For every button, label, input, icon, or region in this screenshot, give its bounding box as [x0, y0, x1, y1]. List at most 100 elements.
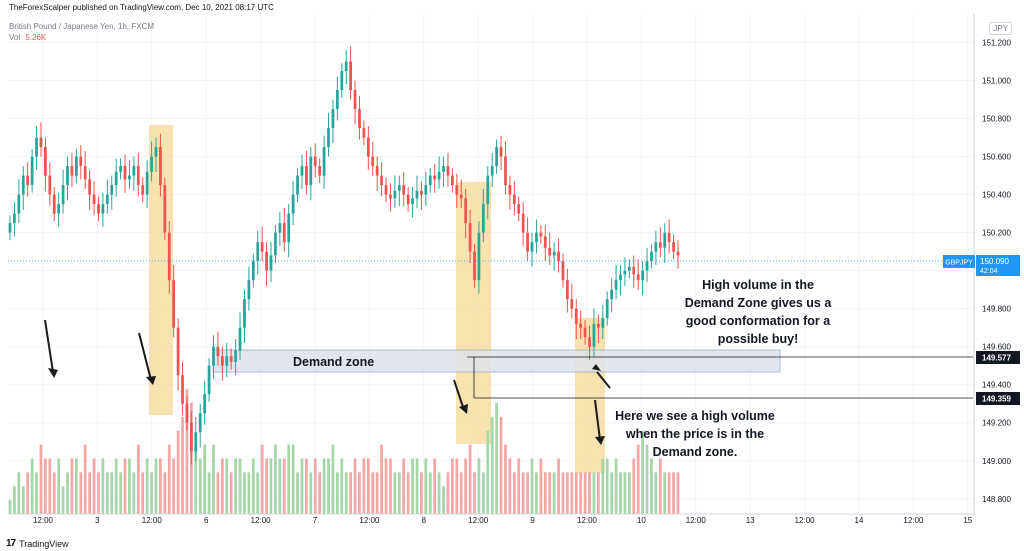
candle-body [296, 175, 299, 195]
candle-body [384, 185, 388, 195]
volume-bar [340, 458, 344, 514]
volume-bar [251, 458, 255, 514]
candle-body [35, 137, 38, 157]
candle-body [110, 185, 114, 195]
volume-bar [30, 458, 34, 514]
volume-bar [207, 472, 211, 514]
volume-bar [654, 472, 658, 514]
candle-body [433, 175, 437, 180]
volume-bar [61, 486, 65, 514]
candle-body [406, 194, 410, 205]
candle-body [8, 223, 12, 233]
volume-bar [313, 458, 317, 514]
candle-body [163, 185, 167, 233]
last-price-tag [943, 255, 975, 268]
candle-body [654, 242, 658, 252]
candle-body [30, 156, 34, 186]
volume-bar [490, 416, 494, 514]
volume-bar [70, 458, 74, 514]
tradingview-brand[interactable]: 17 TradingView [6, 538, 69, 549]
volume-bar [17, 472, 21, 514]
volume-bar [269, 458, 273, 514]
y-tick-label: 149.200 [982, 419, 1011, 428]
candle-body [442, 166, 445, 172]
volume-bar [247, 472, 251, 514]
candle-body [672, 242, 675, 252]
volume-bar [83, 444, 87, 514]
symbol-tag-label: GBPJPY [945, 260, 973, 267]
volume-bar [163, 472, 167, 514]
volume-bar [265, 458, 268, 514]
volume-bar [530, 458, 534, 514]
candle-body [393, 190, 397, 199]
volume-bar [278, 458, 282, 514]
volume-bar [424, 458, 428, 514]
volume-bar [318, 472, 322, 514]
volume-bar [486, 430, 490, 514]
volume-bar [238, 458, 242, 514]
volume-bar [676, 472, 680, 514]
candle-body [566, 280, 569, 300]
candle-body [190, 422, 193, 452]
volume-bar [588, 472, 591, 514]
candle-body [269, 255, 273, 271]
candle-body [305, 166, 308, 186]
candle-body [601, 318, 605, 328]
volume-bar [92, 458, 96, 514]
instrument-title: British Pound / Japanese Yen, 1h, FXCM [9, 22, 154, 31]
x-tick-label: 6 [204, 516, 209, 525]
volume-bar [114, 458, 118, 514]
candle-body [57, 204, 61, 214]
candle-body [229, 356, 233, 362]
currency-badge[interactable]: JPY [989, 22, 1012, 35]
candle-body [455, 185, 459, 195]
candle-body [313, 156, 317, 167]
candle-body [225, 356, 229, 366]
volume-bar [220, 458, 224, 514]
countdown-label: 42:04 [980, 268, 998, 275]
volume-bar [132, 472, 136, 514]
candle-body [517, 204, 521, 214]
volume-bar [583, 472, 587, 514]
candle-body [212, 346, 215, 366]
volume-legend-label: Vol [9, 33, 21, 42]
volume-bar [521, 472, 525, 514]
candle-body [26, 175, 30, 186]
candle-body [83, 166, 87, 180]
volume-legend: Vol 5.26K [9, 33, 46, 42]
candle-body [70, 166, 74, 176]
volume-bar [282, 458, 286, 514]
y-tick-label: 149.800 [982, 305, 1011, 314]
arrowhead-2 [146, 376, 156, 385]
volume-bar [548, 472, 552, 514]
volume-bar [353, 458, 357, 514]
candle-body [583, 327, 587, 338]
volume-bar [411, 458, 414, 514]
candle-body [561, 261, 565, 281]
volume-bar [446, 472, 450, 514]
note1-line-3: good conformation for a [685, 314, 831, 328]
note-high-volume-demand: High volume in the Demand Zone gives us … [668, 276, 848, 348]
volume-bar [539, 458, 543, 514]
volume-bar [601, 458, 605, 514]
volume-bar [663, 472, 667, 514]
volume-bar [570, 472, 574, 514]
candle-body [238, 327, 242, 351]
x-tick-label: 12:00 [795, 516, 816, 525]
x-tick-label: 13 [746, 516, 755, 525]
volume-bar [26, 472, 30, 514]
volume-bar [619, 472, 622, 514]
volume-bar [110, 472, 114, 514]
volume-bar [234, 458, 237, 514]
candle-body [495, 147, 498, 167]
volume-bar [8, 500, 12, 514]
volume-bar [384, 458, 388, 514]
candle-body [477, 232, 481, 281]
volume-bar [362, 458, 366, 514]
candle-body [198, 413, 202, 433]
candle-body [663, 232, 667, 248]
volume-bar [366, 458, 370, 514]
candle-body [287, 213, 291, 243]
